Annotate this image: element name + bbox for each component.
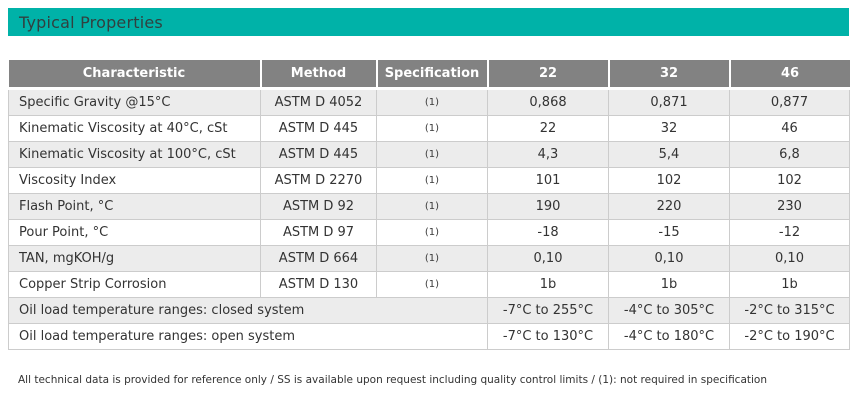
characteristic-cell: Specific Gravity @15°C: [8, 88, 261, 116]
characteristic-cell: Kinematic Viscosity at 40°C, cSt: [8, 115, 261, 142]
table-row: TAN, mgKOH/g ASTM D 664 (1) 0,10 0,10 0,10: [8, 245, 850, 272]
specification-cell: (1): [376, 193, 488, 220]
characteristic-cell: Pour Point, °C: [8, 219, 261, 246]
value-cell: 1b: [729, 271, 850, 298]
value-cell: ASTM D 445: [260, 141, 377, 168]
table-row: Copper Strip Corrosion ASTM D 130 (1) 1b 1b 1…: [8, 271, 850, 298]
value-cell: -2°C to 190°C: [729, 323, 850, 350]
specification-cell: (1): [376, 88, 488, 116]
col-header-method: Method: [259, 60, 377, 90]
value-cell: ASTM D 4052: [260, 88, 377, 116]
value-cell: 220: [608, 193, 730, 220]
value-cell: 0,871: [608, 88, 730, 116]
value-cell: 1b: [608, 271, 730, 298]
table-row: Oil load temperature ranges: closed syst…: [8, 297, 850, 324]
col-header-grade-22: 22: [486, 60, 609, 90]
specification-cell: (1): [376, 219, 488, 246]
value-cell: 32: [608, 115, 730, 142]
value-cell: -12: [729, 219, 850, 246]
value-cell: -4°C to 180°C: [608, 323, 730, 350]
value-cell: 102: [608, 167, 730, 194]
footnote-text: All technical data is provided for refer…: [18, 374, 767, 386]
characteristic-cell: Kinematic Viscosity at 100°C, cSt: [8, 141, 261, 168]
table-row: Viscosity Index ASTM D 2270 (1) 101 102 102: [8, 167, 850, 194]
value-cell: 0,877: [729, 88, 850, 116]
specification-cell: (1): [376, 115, 488, 142]
characteristic-cell: TAN, mgKOH/g: [8, 245, 261, 272]
table-row: Flash Point, °C ASTM D 92 (1) 190 220 230: [8, 193, 850, 220]
table-header-row: Characteristic Method Specification 22 3…: [8, 60, 850, 90]
characteristic-cell: Copper Strip Corrosion: [8, 271, 261, 298]
characteristic-cell: Oil load temperature ranges: closed syst…: [8, 297, 488, 324]
value-cell: 101: [487, 167, 609, 194]
value-cell: 0,10: [487, 245, 609, 272]
value-cell: 1b: [487, 271, 609, 298]
characteristic-cell: Viscosity Index: [8, 167, 261, 194]
specification-cell: (1): [376, 271, 488, 298]
value-cell: 0,10: [729, 245, 850, 272]
value-cell: ASTM D 130: [260, 271, 377, 298]
characteristic-cell: Flash Point, °C: [8, 193, 261, 220]
value-cell: -7°C to 255°C: [487, 297, 609, 324]
value-cell: 5,4: [608, 141, 730, 168]
col-header-grade-46: 46: [728, 60, 850, 90]
typical-properties-table: Characteristic Method Specification 22 3…: [8, 60, 850, 350]
section-title-bar: Typical Properties: [8, 8, 849, 36]
table-row: Kinematic Viscosity at 40°C, cSt ASTM D 4…: [8, 115, 850, 142]
table-row: Oil load temperature ranges: open system…: [8, 323, 850, 350]
value-cell: ASTM D 2270: [260, 167, 377, 194]
value-cell: 0,10: [608, 245, 730, 272]
col-header-characteristic: Characteristic: [8, 60, 261, 90]
value-cell: ASTM D 97: [260, 219, 377, 246]
value-cell: 6,8: [729, 141, 850, 168]
table-row: Kinematic Viscosity at 100°C, cSt ASTM D …: [8, 141, 850, 168]
table-body: Specific Gravity @15°C ASTM D 4052 (1) 0,86…: [8, 88, 850, 350]
characteristic-cell: Oil load temperature ranges: open system: [8, 323, 488, 350]
col-header-specification: Specification: [375, 60, 488, 90]
value-cell: ASTM D 664: [260, 245, 377, 272]
value-cell: ASTM D 445: [260, 115, 377, 142]
value-cell: ASTM D 92: [260, 193, 377, 220]
section-title: Typical Properties: [19, 12, 163, 32]
col-header-grade-32: 32: [607, 60, 730, 90]
value-cell: -2°C to 315°C: [729, 297, 850, 324]
table-row: Pour Point, °C ASTM D 97 (1) -18 -15 -12: [8, 219, 850, 246]
value-cell: 230: [729, 193, 850, 220]
value-cell: -4°C to 305°C: [608, 297, 730, 324]
value-cell: 0,868: [487, 88, 609, 116]
value-cell: 4,3: [487, 141, 609, 168]
specification-cell: (1): [376, 141, 488, 168]
specification-cell: (1): [376, 245, 488, 272]
value-cell: -15: [608, 219, 730, 246]
value-cell: 102: [729, 167, 850, 194]
value-cell: -18: [487, 219, 609, 246]
value-cell: 22: [487, 115, 609, 142]
value-cell: -7°C to 130°C: [487, 323, 609, 350]
table-row: Specific Gravity @15°C ASTM D 4052 (1) 0,86…: [8, 88, 850, 116]
value-cell: 190: [487, 193, 609, 220]
specification-cell: (1): [376, 167, 488, 194]
value-cell: 46: [729, 115, 850, 142]
table-header: Characteristic Method Specification 22 3…: [8, 60, 850, 90]
